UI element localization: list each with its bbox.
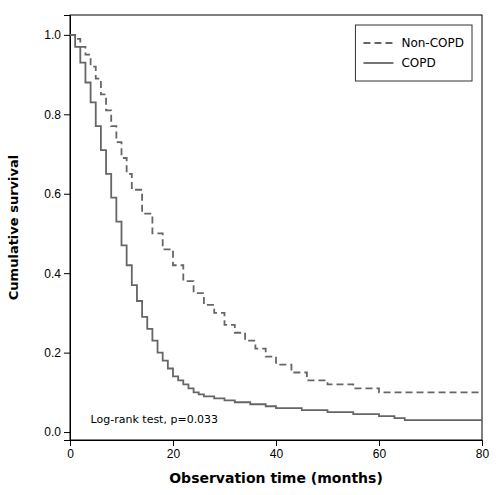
tick-mark bbox=[64, 432, 70, 433]
plot-frame bbox=[70, 15, 482, 440]
tick: 0.6 bbox=[44, 187, 70, 201]
tick: 60 bbox=[373, 440, 387, 461]
axis-domain bbox=[71, 441, 483, 447]
axis-domain bbox=[64, 16, 71, 441]
x-axis: 0 20 40 60 80 bbox=[67, 440, 489, 461]
legend: Non-COPD COPD bbox=[355, 25, 472, 81]
tick-mark bbox=[64, 194, 70, 195]
tick-label: 0.6 bbox=[44, 187, 61, 201]
tick-mark bbox=[173, 440, 174, 446]
tick-label: 0.0 bbox=[44, 425, 61, 439]
tick-label: 80 bbox=[476, 447, 490, 461]
legend-item: Non-COPD bbox=[363, 36, 464, 50]
tick-mark bbox=[379, 440, 380, 446]
tick-label: 40 bbox=[270, 447, 284, 461]
tick: 1.0 bbox=[44, 28, 70, 42]
tick: 20 bbox=[167, 440, 181, 461]
tick: 0.2 bbox=[44, 346, 70, 360]
tick-mark bbox=[64, 35, 70, 36]
tick: 80 bbox=[476, 440, 490, 461]
legend-label: Non-COPD bbox=[401, 36, 464, 50]
tick-label: 0 bbox=[67, 447, 74, 461]
tick: 0.0 bbox=[44, 425, 70, 439]
tick-label: 0.4 bbox=[44, 267, 61, 281]
x-axis-title: Observation time (months) bbox=[169, 470, 383, 486]
series-line bbox=[70, 35, 482, 420]
tick-mark bbox=[64, 273, 70, 274]
annotation: Log-rank test, p=0.033 bbox=[91, 413, 219, 426]
tick-label: 20 bbox=[167, 447, 181, 461]
tick-label: 0.8 bbox=[44, 108, 61, 122]
tick: 0.4 bbox=[44, 267, 70, 281]
tick-label: 1.0 bbox=[44, 28, 61, 42]
tick-mark bbox=[276, 440, 277, 446]
legend-swatch bbox=[363, 62, 393, 64]
tick: 0.8 bbox=[44, 108, 70, 122]
legend-label: COPD bbox=[401, 56, 435, 70]
tick-mark bbox=[64, 114, 70, 115]
y-axis: 0.0 0.2 0.4 0.6 0.8 1.0 bbox=[44, 16, 70, 441]
plot: 0 20 40 60 80 0.0 0.2 0.4 0.6 0.8 1.0 bbox=[44, 15, 489, 461]
legend-swatch bbox=[363, 42, 393, 44]
series-group bbox=[70, 35, 482, 420]
tick: 0 bbox=[67, 440, 74, 461]
legend-box bbox=[355, 25, 472, 81]
tick: 40 bbox=[270, 440, 284, 461]
tick-label: 60 bbox=[373, 447, 387, 461]
tick-mark bbox=[64, 353, 70, 354]
chart: 0 20 40 60 80 0.0 0.2 0.4 0.6 0.8 1.0 Observation t… bbox=[0, 0, 500, 495]
legend-item: COPD bbox=[363, 56, 435, 70]
y-axis-title: Cumulative survival bbox=[6, 155, 21, 300]
series-line bbox=[70, 35, 482, 392]
tick-mark bbox=[482, 440, 483, 446]
tick-label: 0.2 bbox=[44, 346, 61, 360]
